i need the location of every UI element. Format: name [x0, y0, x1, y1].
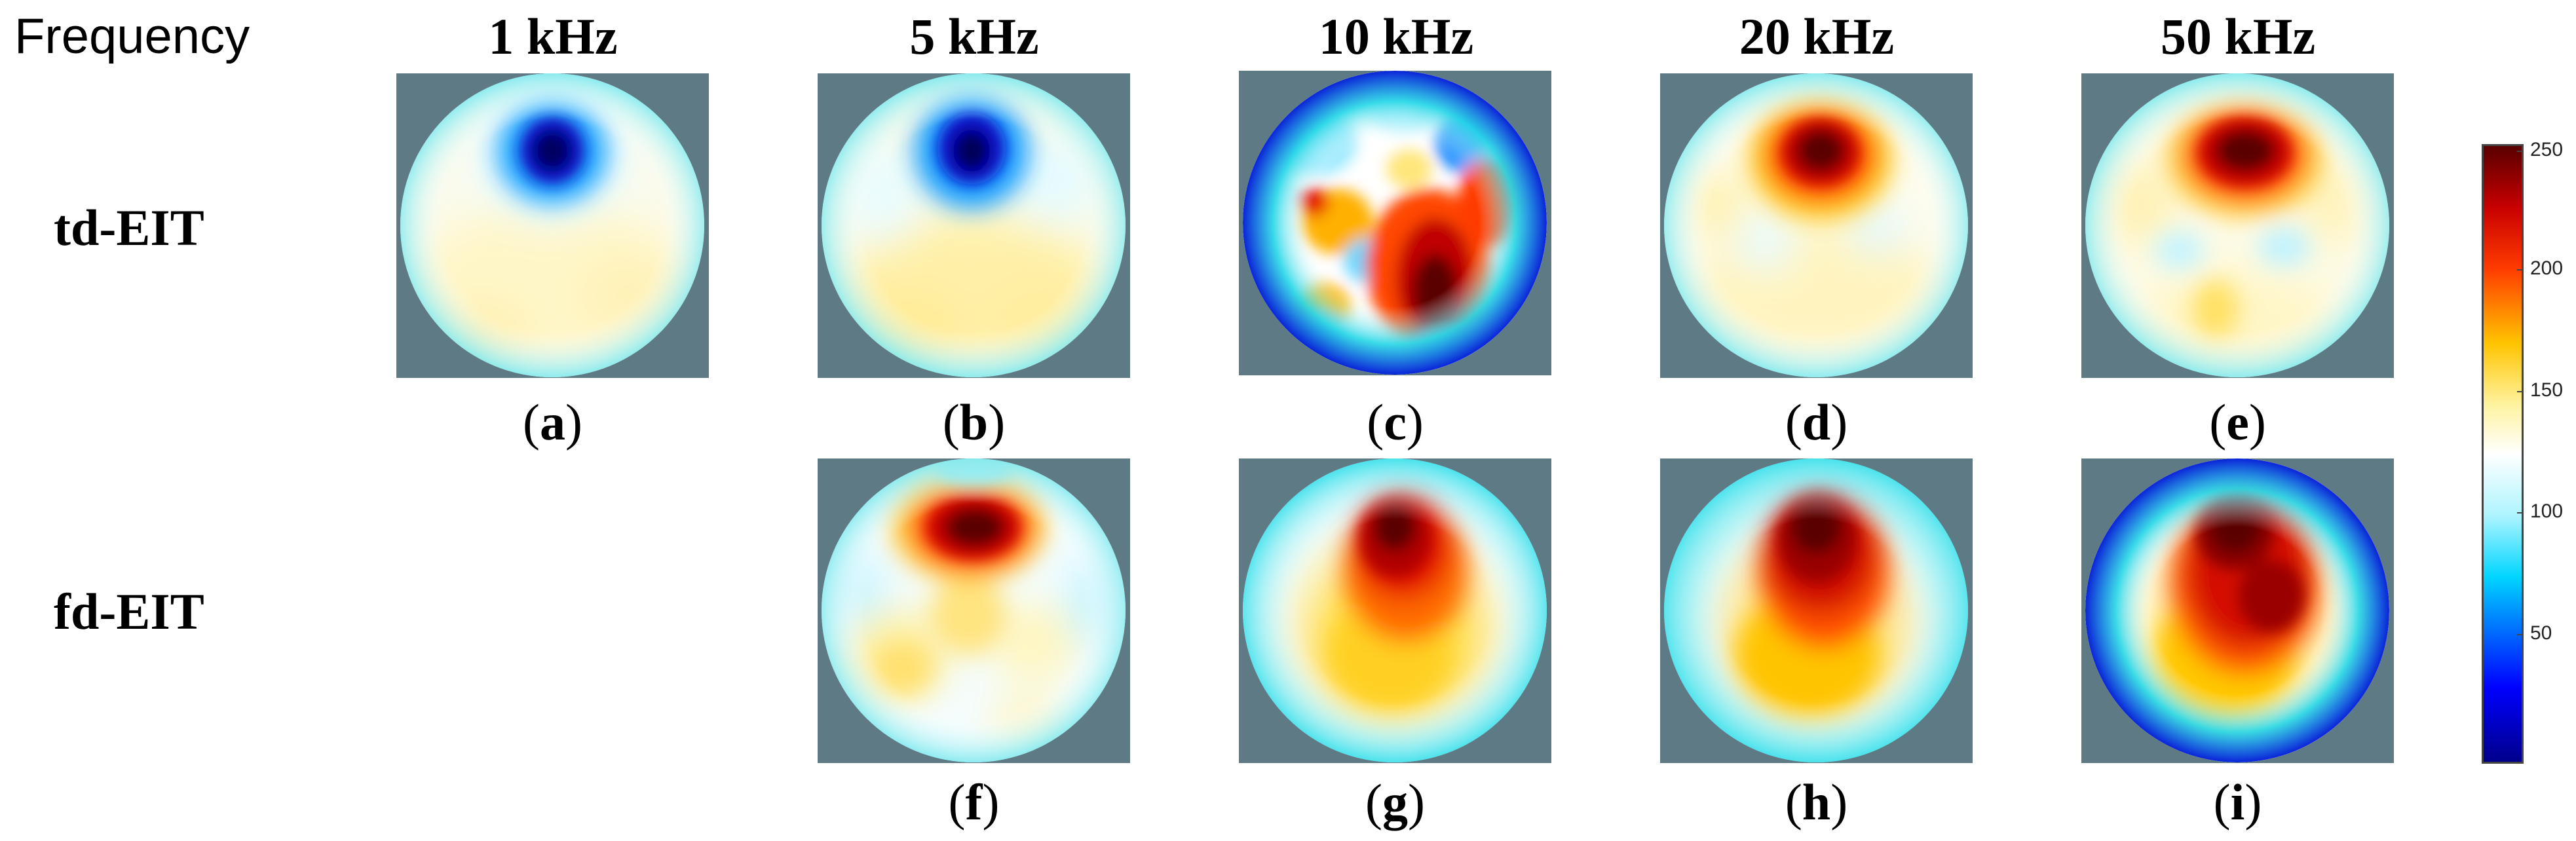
eit-image-c — [1239, 71, 1551, 375]
eit-image-a — [396, 73, 709, 378]
eit-image-i — [2081, 458, 2394, 763]
column-header-5khz: 5 kHz — [909, 8, 1039, 65]
colorbar-tick-label: 50 — [2530, 622, 2552, 644]
frequency-label: Frequency — [14, 9, 250, 64]
colorbar-tick-label: 250 — [2530, 139, 2564, 160]
eit-image-b — [818, 73, 1130, 378]
eit-image-f — [818, 458, 1130, 763]
colorbar — [2482, 144, 2524, 764]
caption-c: (c) — [1367, 394, 1424, 451]
eit-image-d — [1660, 73, 1973, 378]
colorbar-tick-mark — [2517, 634, 2524, 635]
caption-b: (b) — [942, 394, 1006, 451]
caption-g: (g) — [1365, 774, 1425, 831]
caption-i: (i) — [2213, 774, 2262, 831]
caption-h: (h) — [1785, 774, 1848, 831]
row-label-td-eit: td-EIT — [54, 199, 204, 256]
caption-e: (e) — [2209, 394, 2266, 451]
colorbar-tick-mark — [2517, 512, 2524, 514]
row-label-fd-eit: fd-EIT — [54, 583, 204, 640]
colorbar-tick-label: 150 — [2530, 379, 2564, 401]
column-header-50khz: 50 kHz — [2160, 8, 2316, 65]
caption-a: (a) — [523, 394, 582, 451]
colorbar-tick-label: 100 — [2530, 500, 2564, 522]
column-header-20khz: 20 kHz — [1739, 8, 1895, 65]
eit-image-h — [1660, 458, 1973, 763]
colorbar-tick-mark — [2517, 391, 2524, 392]
eit-image-g — [1239, 458, 1551, 763]
eit-image-e — [2081, 73, 2394, 378]
column-header-10khz: 10 kHz — [1318, 8, 1474, 65]
caption-d: (d) — [1785, 394, 1848, 451]
colorbar-tick-mark — [2517, 269, 2524, 271]
caption-f: (f) — [948, 774, 1000, 831]
column-header-1khz: 1 kHz — [488, 8, 618, 65]
colorbar-tick-label: 200 — [2530, 257, 2564, 279]
colorbar-tick-mark — [2517, 151, 2524, 152]
